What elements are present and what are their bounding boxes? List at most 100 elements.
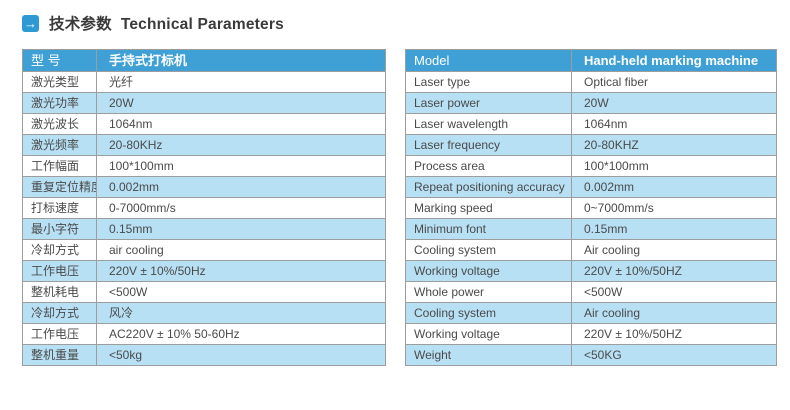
page-title-en: Technical Parameters bbox=[120, 16, 284, 33]
spec-label-cell: 冷却方式 bbox=[22, 239, 97, 261]
technical-parameters-page: → 技术参数 Technical Parameters 型 号 手持式打标机 激光… bbox=[22, 12, 790, 366]
spec-value-cell: 风冷 bbox=[96, 302, 386, 324]
spec-value-cell: 0.15mm bbox=[571, 218, 777, 240]
spec-value-cell: 220V ± 10%/50HZ bbox=[571, 260, 777, 282]
spec-label-cell: Cooling system bbox=[405, 302, 572, 324]
spec-row: Marking speed 0~7000mm/s bbox=[405, 197, 777, 219]
spec-table-body: 激光类型 光纤 激光功率 20W 激光波长 1064nm 激光频率 20-80KHz 工作幅面 1… bbox=[22, 71, 386, 366]
spec-value-cell: 1064nm bbox=[571, 113, 777, 135]
spec-label-cell: 激光功率 bbox=[22, 92, 97, 114]
spec-row: 冷却方式 风冷 bbox=[22, 302, 386, 324]
spec-value-cell: air cooling bbox=[96, 239, 386, 261]
spec-row: Cooling system Air cooling bbox=[405, 239, 777, 261]
spec-value-cell: 20-80KHZ bbox=[571, 134, 777, 156]
spec-label-cell: 冷却方式 bbox=[22, 302, 97, 324]
arrow-right-icon: → bbox=[22, 14, 39, 32]
spec-label-cell: Laser wavelength bbox=[405, 113, 572, 135]
spec-value-cell: 0.15mm bbox=[96, 218, 386, 240]
spec-row: 冷却方式 air cooling bbox=[22, 239, 386, 261]
spec-label-cell: 激光类型 bbox=[22, 71, 97, 93]
spec-label-cell: Working voltage bbox=[405, 323, 572, 345]
spec-label-cell: 整机重量 bbox=[22, 344, 97, 366]
header-label-cell: Model bbox=[405, 49, 572, 72]
spec-label-cell: Repeat positioning accuracy bbox=[405, 176, 572, 198]
spec-label-cell: Minimum font bbox=[405, 218, 572, 240]
spec-row: 整机重量 <50kg bbox=[22, 344, 386, 366]
spec-value-cell: Optical fiber bbox=[571, 71, 777, 93]
spec-value-cell: 1064nm bbox=[96, 113, 386, 135]
spec-label-cell: 激光频率 bbox=[22, 134, 97, 156]
spec-row: 工作电压 220V ± 10%/50Hz bbox=[22, 260, 386, 282]
spec-value-cell: 0.002mm bbox=[96, 176, 386, 198]
spec-row: Laser power 20W bbox=[405, 92, 777, 114]
spec-label-cell: 整机耗电 bbox=[22, 281, 97, 303]
spec-row: 激光类型 光纤 bbox=[22, 71, 386, 93]
spec-row: Laser type Optical fiber bbox=[405, 71, 777, 93]
spec-row: 工作幅面 100*100mm bbox=[22, 155, 386, 177]
spec-value-cell: 20-80KHz bbox=[96, 134, 386, 156]
spec-value-cell: <50kg bbox=[96, 344, 386, 366]
spec-value-cell: 光纤 bbox=[96, 71, 386, 93]
spec-row: Laser wavelength 1064nm bbox=[405, 113, 777, 135]
spec-row: Laser frequency 20-80KHZ bbox=[405, 134, 777, 156]
spec-label-cell: Whole power bbox=[405, 281, 572, 303]
header-value-cell: 手持式打标机 bbox=[96, 49, 386, 72]
spec-value-cell: 100*100mm bbox=[571, 155, 777, 177]
spec-row: Repeat positioning accuracy 0.002mm bbox=[405, 176, 777, 198]
table-header-row: Model Hand-held marking machine bbox=[405, 49, 777, 72]
spec-row: 激光功率 20W bbox=[22, 92, 386, 114]
spec-row: 重复定位精度 0.002mm bbox=[22, 176, 386, 198]
spec-value-cell: AC220V ± 10% 50-60Hz bbox=[96, 323, 386, 345]
spec-row: Working voltage 220V ± 10%/50HZ bbox=[405, 323, 777, 345]
spec-label-cell: Cooling system bbox=[405, 239, 572, 261]
spec-label-cell: Weight bbox=[405, 344, 572, 366]
spec-row: Working voltage 220V ± 10%/50HZ bbox=[405, 260, 777, 282]
spec-row: Weight <50KG bbox=[405, 344, 777, 366]
english-spec-table: Model Hand-held marking machine Laser ty… bbox=[405, 49, 777, 366]
spec-label-cell: Marking speed bbox=[405, 197, 572, 219]
header-label-cell: 型 号 bbox=[22, 49, 97, 72]
spec-label-cell: 激光波长 bbox=[22, 113, 97, 135]
spec-label-cell: 打标速度 bbox=[22, 197, 97, 219]
spec-row: 工作电压 AC220V ± 10% 50-60Hz bbox=[22, 323, 386, 345]
spec-row: 整机耗电 <500W bbox=[22, 281, 386, 303]
spec-value-cell: <50KG bbox=[571, 344, 777, 366]
spec-row: 激光波长 1064nm bbox=[22, 113, 386, 135]
spec-label-cell: Laser frequency bbox=[405, 134, 572, 156]
spec-label-cell: 最小字符 bbox=[22, 218, 97, 240]
spec-row: Whole power <500W bbox=[405, 281, 777, 303]
spec-row: 最小字符 0.15mm bbox=[22, 218, 386, 240]
section-title-row: → 技术参数 Technical Parameters bbox=[22, 12, 790, 34]
spec-value-cell: <500W bbox=[96, 281, 386, 303]
spec-label-cell: 工作幅面 bbox=[22, 155, 97, 177]
spec-value-cell: 20W bbox=[96, 92, 386, 114]
spec-value-cell: 0.002mm bbox=[571, 176, 777, 198]
page-title-zh: 技术参数 bbox=[49, 16, 112, 33]
spec-value-cell: <500W bbox=[571, 281, 777, 303]
spec-value-cell: Air cooling bbox=[571, 239, 777, 261]
spec-value-cell: Air cooling bbox=[571, 302, 777, 324]
spec-row: Cooling system Air cooling bbox=[405, 302, 777, 324]
spec-value-cell: 220V ± 10%/50Hz bbox=[96, 260, 386, 282]
chinese-spec-table: 型 号 手持式打标机 激光类型 光纤 激光功率 20W 激光波长 1064nm 激光频率 20… bbox=[22, 49, 386, 366]
spec-value-cell: 0~7000mm/s bbox=[571, 197, 777, 219]
spec-table-body: Laser type Optical fiber Laser power 20W Las… bbox=[405, 71, 777, 366]
spec-value-cell: 0-7000mm/s bbox=[96, 197, 386, 219]
spec-label-cell: Laser power bbox=[405, 92, 572, 114]
spec-row: Process area 100*100mm bbox=[405, 155, 777, 177]
table-header-row: 型 号 手持式打标机 bbox=[22, 49, 386, 72]
spec-label-cell: 工作电压 bbox=[22, 260, 97, 282]
spec-value-cell: 220V ± 10%/50HZ bbox=[571, 323, 777, 345]
spec-value-cell: 20W bbox=[571, 92, 777, 114]
spec-row: Minimum font 0.15mm bbox=[405, 218, 777, 240]
spec-label-cell: 重复定位精度 bbox=[22, 176, 97, 198]
spec-label-cell: Working voltage bbox=[405, 260, 572, 282]
spec-value-cell: 100*100mm bbox=[96, 155, 386, 177]
header-value-cell: Hand-held marking machine bbox=[571, 49, 777, 72]
spec-row: 激光频率 20-80KHz bbox=[22, 134, 386, 156]
spec-label-cell: Process area bbox=[405, 155, 572, 177]
spec-row: 打标速度 0-7000mm/s bbox=[22, 197, 386, 219]
spec-label-cell: Laser type bbox=[405, 71, 572, 93]
spec-tables-container: 型 号 手持式打标机 激光类型 光纤 激光功率 20W 激光波长 1064nm 激光频率 20… bbox=[22, 49, 790, 366]
spec-label-cell: 工作电压 bbox=[22, 323, 97, 345]
